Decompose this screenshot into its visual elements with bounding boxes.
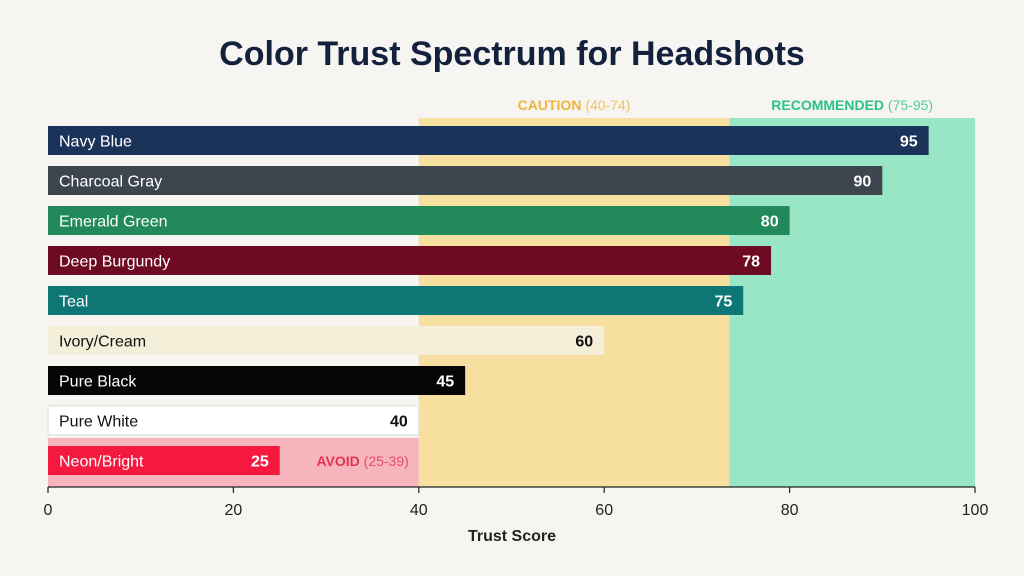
bar-category-label: Pure Black [59,374,137,391]
bar-category-label: Deep Burgundy [59,254,170,271]
bar-category-label: Emerald Green [59,214,168,231]
bar-value-label: 78 [742,254,760,271]
bar [48,326,605,355]
bar-value-label: 95 [900,134,918,151]
zone-label-caution: CAUTION (40-74) [518,97,631,113]
x-axis-label: Trust Score [468,528,556,545]
bar-category-label: Neon/Bright [59,454,144,471]
x-tick-label: 0 [44,502,53,519]
bar-value-label: 60 [575,334,593,351]
bar [48,206,790,235]
bar-value-label: 45 [436,374,454,391]
bar-value-label: 90 [854,174,872,191]
bar-category-label: Navy Blue [59,134,132,151]
bar [48,286,744,315]
bar-category-label: Teal [59,294,88,311]
x-tick-label: 60 [595,502,613,519]
zone-label-recommended: RECOMMENDED (75-95) [771,97,933,113]
bar-category-label: Pure White [59,414,138,431]
bar [48,246,772,275]
bar [48,126,929,155]
chart-title: Color Trust Spectrum for Headshots [219,35,805,73]
x-tick-label: 40 [410,502,428,519]
bar [47,405,420,436]
bar-value-label: 75 [714,294,732,311]
bar-value-label: 40 [390,414,408,431]
bar [48,366,466,395]
bar-category-label: Charcoal Gray [59,174,162,191]
x-tick-label: 20 [225,502,243,519]
bar-value-label: 25 [251,454,269,471]
x-tick-label: 100 [962,502,989,519]
bar [48,166,883,195]
zone-label-avoid: AVOID (25-39) [316,453,408,469]
bar [48,446,280,475]
bar-category-label: Ivory/Cream [59,334,146,351]
bar-value-label: 80 [761,214,779,231]
x-tick-label: 80 [781,502,799,519]
